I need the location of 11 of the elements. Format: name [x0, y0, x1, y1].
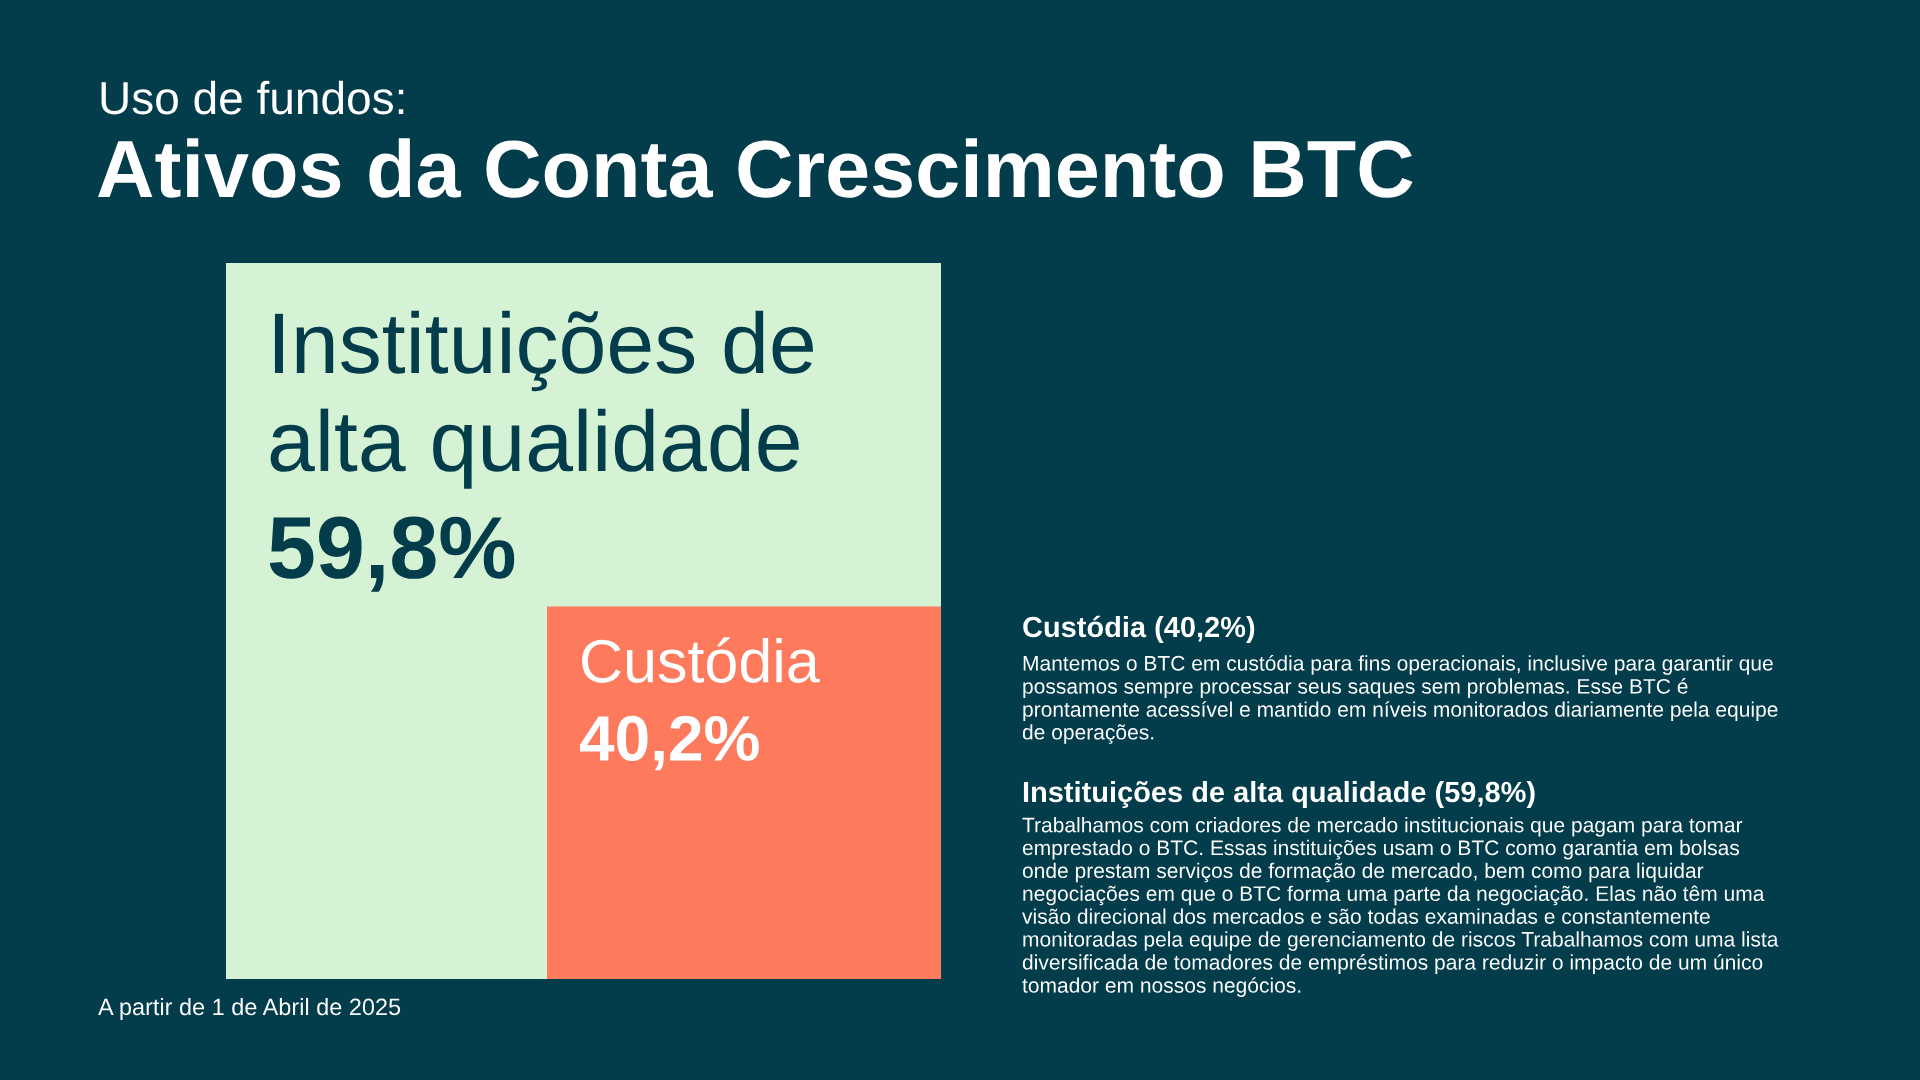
text: Custódia (40,2%)	[1023, 615, 1255, 644]
data-label: 59,8%	[269, 516, 515, 592]
text: Ativos da Conta Crescimento BTC	[98, 138, 1413, 198]
data-label: 40,2%	[579, 715, 759, 771]
text: Instituições de alta qualidade (59,8%)	[1023, 780, 1535, 809]
text: Trabalhamos com criadores de mercado institucionais que pagam para tomar emprestado o BTC. Essas instituições usam o BTC como garantia em bolsas onde prestam serviços de formação de mercado, bem como para liquidar negociações em que o BTC forma uma parte da negociação. Elas não têm uma visão direcional dos mercados e são todas examinadas e constantemente monitoradas pela equipe de gerenciamento de riscos Trabalhamos com uma lista diversificada de tomadores de empréstimos para reduzir o impacto de um único tomador em nossos negócios.	[1022, 817, 1779, 997]
text: Uso de fundos:	[101, 80, 404, 115]
text: Mantemos o BTC em custódia para fins operacionais, inclusive para garantir que possamos sempre processar seus saques sem problemas. Esse BTC é prontamente acessível e mantido em níveis monitorados diariamente pela equipe de operações.	[1022, 655, 1778, 744]
category-label: Custódia	[582, 637, 820, 683]
category-label: Instituições de alta qualidade	[270, 310, 813, 489]
text: A partir de 1 de Abril de 2025	[98, 997, 401, 1020]
